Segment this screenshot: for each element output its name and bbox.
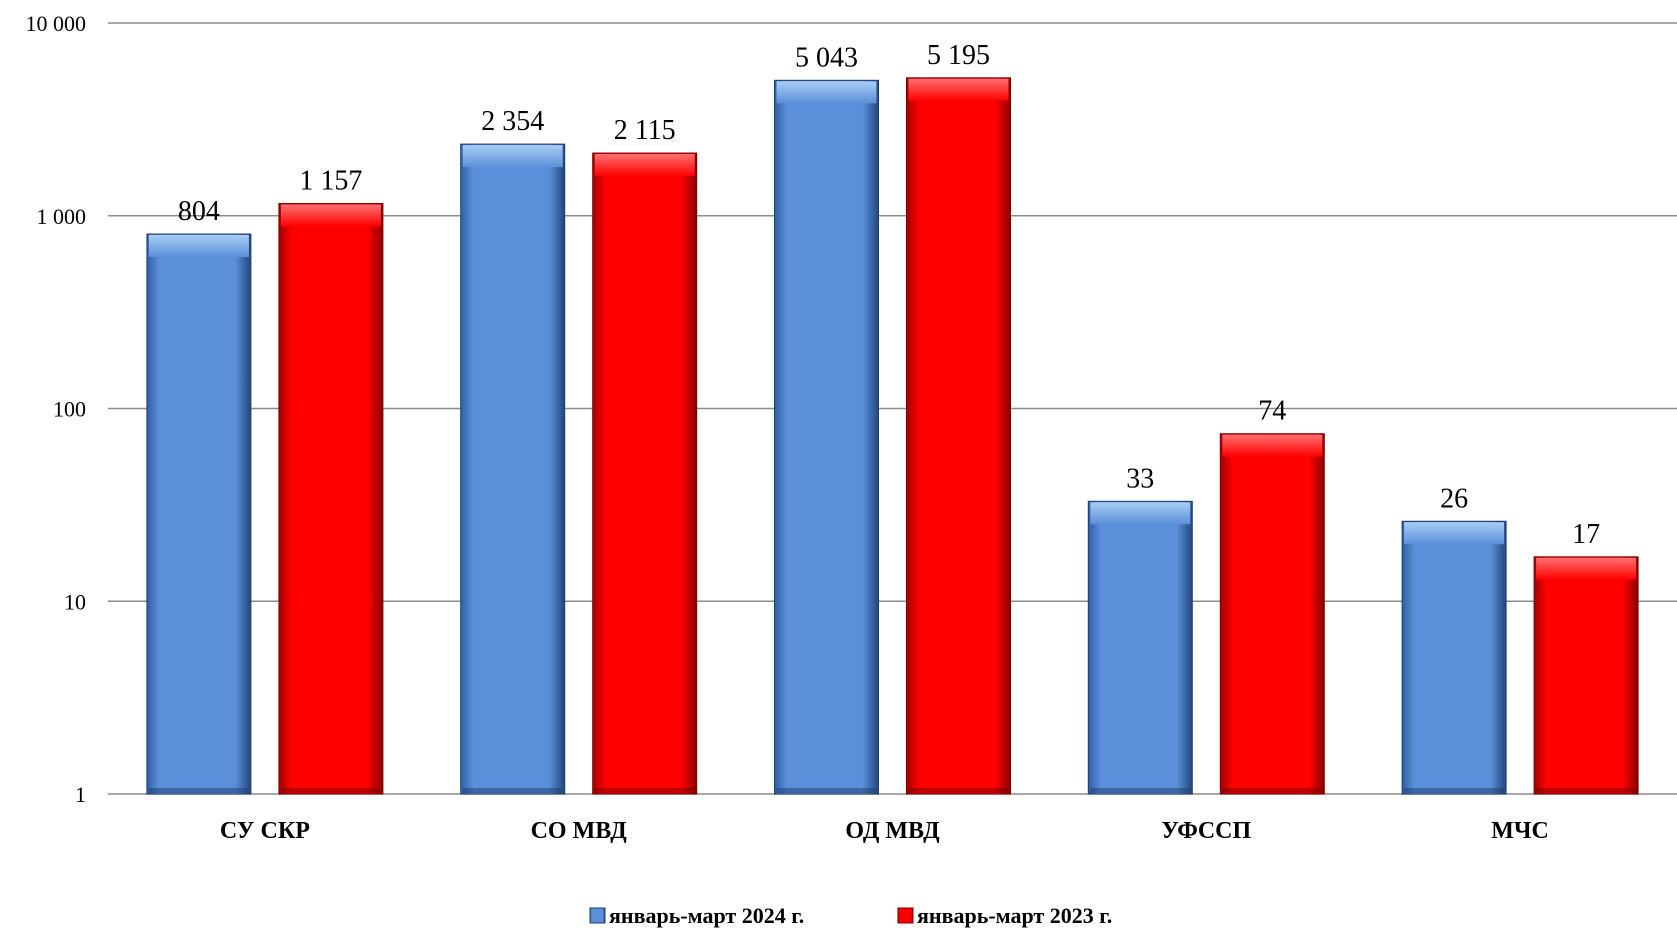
bar-2024 [460,143,566,795]
legend-item: январь-март 2023 г. [897,903,1112,928]
legend: январь-март 2024 г. январь-март 2023 г. [589,903,1112,928]
legend-swatch [897,907,914,924]
y-axis-ticks: 1 10 100 1 000 10 000 [26,11,87,807]
bar-body [146,233,252,795]
bar-2024 [1087,500,1193,795]
bar-body [460,143,566,795]
bar-bevel [462,145,563,168]
x-category-label: ОД МВД [845,818,940,844]
bar-2024 [146,233,252,795]
bar-2023 [906,77,1011,795]
legend-label: январь-март 2023 г. [917,903,1112,928]
data-label: 26 [1440,483,1468,514]
x-category-label: СО МВД [531,818,628,844]
bar-bevel [1404,522,1505,545]
bar-bevel [1536,557,1637,580]
bar-bevel [280,204,381,227]
bar-base [1090,788,1191,793]
data-label: 17 [1572,519,1600,550]
bar-body [906,77,1011,795]
bar-body [1533,556,1639,795]
x-category-label: МЧС [1491,818,1549,844]
bar-base [594,788,695,793]
bar-body [278,203,384,795]
y-tick-label: 10 000 [26,11,87,36]
bar-body [592,152,698,795]
bar-2024 [1401,520,1507,795]
data-label: 2 354 [481,106,544,137]
data-label: 33 [1126,463,1154,494]
x-category-label: УФССП [1161,818,1251,844]
bar-base [148,788,249,793]
bar-body [1401,520,1507,795]
bar-bevel [1222,434,1323,457]
data-label: 74 [1258,396,1286,427]
data-labels: 804 1 157 2 354 2 115 5 043 5 195 33 74 26 17 [178,40,1600,550]
y-tick-label: 10 [64,589,86,614]
bar-bevel [776,81,877,104]
bar-bevel [594,154,695,177]
legend-item: январь-март 2024 г. [589,903,804,928]
bar-2023 [592,152,698,795]
bar-body [774,79,879,795]
legend-swatch [589,907,606,924]
data-label: 2 115 [614,115,676,146]
bar-body [1087,500,1193,795]
bars [146,77,1639,795]
bar-2024 [774,79,879,795]
bar-base [462,788,563,793]
bar-bevel [1090,502,1191,525]
bar-base [776,788,877,793]
legend-label: январь-март 2024 г. [609,903,804,928]
data-label: 5 043 [795,42,858,73]
bar-base [908,788,1009,793]
data-label: 1 157 [299,166,362,197]
bar-body [1219,433,1325,795]
bar-2023 [278,203,384,795]
bar-base [1222,788,1323,793]
y-tick-label: 100 [53,397,86,422]
bar-base [1536,788,1637,793]
bar-base [280,788,381,793]
bar-bevel [148,235,249,258]
x-category-label: СУ СКР [220,818,310,844]
bar-2023 [1219,433,1325,795]
y-tick-label: 1 [75,782,86,807]
data-label: 804 [178,196,220,227]
x-axis-categories: СУ СКР СО МВД ОД МВД УФССП МЧС [220,818,1549,844]
bar-bevel [908,78,1009,101]
y-tick-label: 1 000 [37,204,87,229]
bar-2023 [1533,556,1639,795]
bar-base [1404,788,1505,793]
data-label: 5 195 [927,40,990,71]
